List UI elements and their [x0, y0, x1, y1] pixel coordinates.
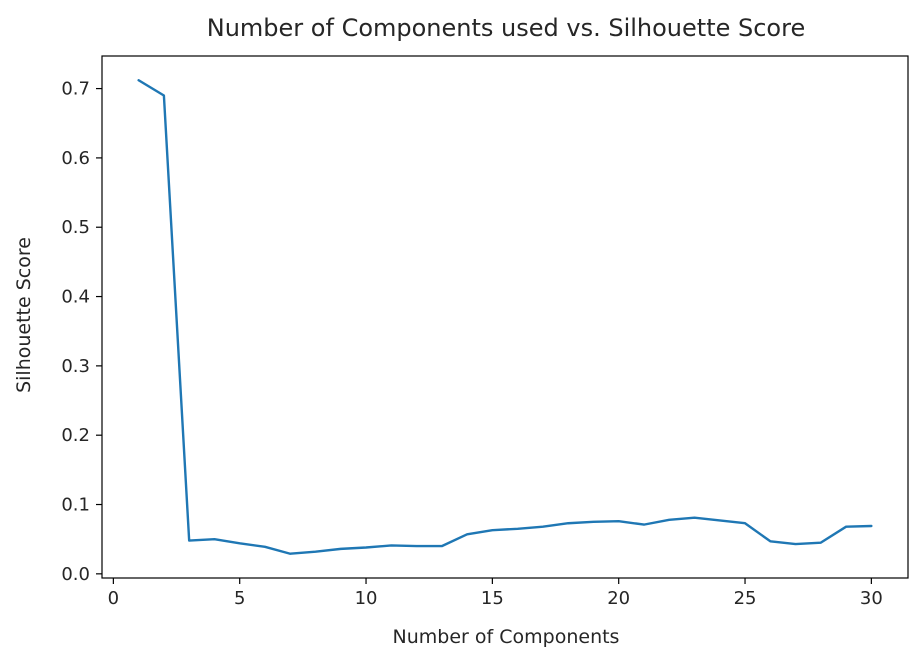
- x-tick-label: 25: [734, 588, 757, 609]
- x-tick-label: 10: [355, 588, 378, 609]
- y-tick-label: 0.2: [61, 425, 90, 446]
- chart-title: Number of Components used vs. Silhouette…: [207, 14, 805, 42]
- series-line: [137, 79, 873, 555]
- plot-frame: [101, 55, 909, 579]
- y-tick-label: 0.4: [61, 287, 90, 308]
- y-tick-label: 0.7: [61, 79, 90, 100]
- x-tick-label: 20: [607, 588, 630, 609]
- y-tick-label: 0.3: [61, 356, 90, 377]
- y-axis-ticks: 0.0 0.1 0.2 0.3 0.4 0.5 0.6 0.7: [61, 79, 102, 585]
- x-axis-label: Number of Components: [393, 626, 620, 648]
- y-axis-label: Silhouette Score: [13, 237, 35, 393]
- y-tick-label: 0.5: [61, 217, 90, 238]
- x-tick-label: 15: [481, 588, 504, 609]
- x-axis-ticks: 0 5 10 15 20 25 30: [108, 578, 883, 609]
- x-tick-label: 0: [108, 588, 119, 609]
- plot-area: [101, 55, 909, 579]
- y-tick-label: 0.6: [61, 148, 90, 169]
- x-tick-label: 30: [860, 588, 883, 609]
- x-tick-label: 5: [234, 588, 245, 609]
- y-tick-label: 0.0: [61, 564, 90, 585]
- y-tick-label: 0.1: [61, 495, 90, 516]
